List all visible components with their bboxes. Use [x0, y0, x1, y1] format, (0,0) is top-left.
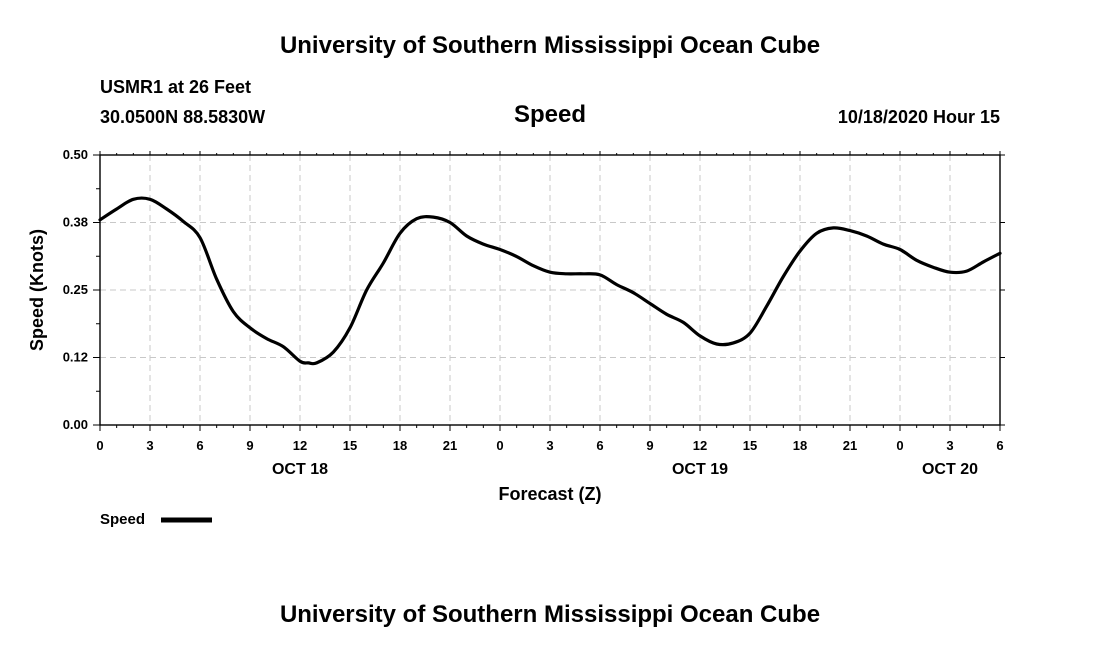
tick-labels: 0.00 0.12 0.25 0.38 0.50 0 3 6 9 12 15 18 21 0 3 6 9 12 15…: [63, 147, 1004, 478]
x-tick-label: 0: [896, 438, 903, 453]
x-tick-label: 9: [646, 438, 653, 453]
date-label: OCT 19: [672, 461, 728, 478]
x-tick-label: 3: [946, 438, 953, 453]
x-tick-label: 6: [196, 438, 203, 453]
y-tick-label: 0.50: [63, 147, 88, 162]
x-tick-label: 12: [693, 438, 707, 453]
timestamp-label: 10/18/2020 Hour 15: [837, 107, 1000, 127]
variable-title: Speed: [513, 101, 587, 128]
y-tick-label: 0.12: [63, 350, 88, 365]
axes: [93, 151, 1005, 431]
date-label: OCT 20: [922, 461, 978, 478]
x-tick-label: 6: [596, 438, 603, 453]
speed-series-line: [98, 196, 1002, 366]
y-tick-label: 0.00: [63, 417, 88, 432]
date-label: OCT 18: [272, 461, 328, 478]
x-axis-label: Forecast (Z): [498, 484, 601, 504]
x-tick-label: 9: [246, 438, 253, 453]
station-label: USMR1 at 26 Feet: [100, 77, 252, 97]
x-tick-label: 3: [146, 438, 153, 453]
legend: Speed: [100, 511, 212, 528]
x-tick-label: 18: [793, 438, 807, 453]
y-axis-label: Speed (Knots): [27, 229, 47, 351]
chart-title: University of Southern Mississippi Ocean…: [279, 32, 821, 59]
y-tick-label: 0.38: [63, 215, 88, 230]
x-tick-label: 3: [546, 438, 553, 453]
footer-title: University of Southern Mississippi Ocean…: [279, 601, 821, 628]
y-tick-label: 0.25: [63, 282, 88, 297]
x-tick-label: 18: [393, 438, 407, 453]
x-tick-label: 12: [293, 438, 307, 453]
x-tick-label: 6: [996, 438, 1003, 453]
coordinates-label: 30.0500N 88.5830W: [100, 107, 266, 127]
x-tick-label: 0: [96, 438, 103, 453]
x-tick-label: 21: [443, 438, 457, 453]
x-tick-label: 15: [343, 438, 357, 453]
grid: [100, 155, 1000, 425]
legend-label: Speed: [100, 511, 145, 528]
x-tick-label: 0: [496, 438, 503, 453]
x-tick-label: 15: [743, 438, 757, 453]
x-tick-label: 21: [843, 438, 857, 453]
